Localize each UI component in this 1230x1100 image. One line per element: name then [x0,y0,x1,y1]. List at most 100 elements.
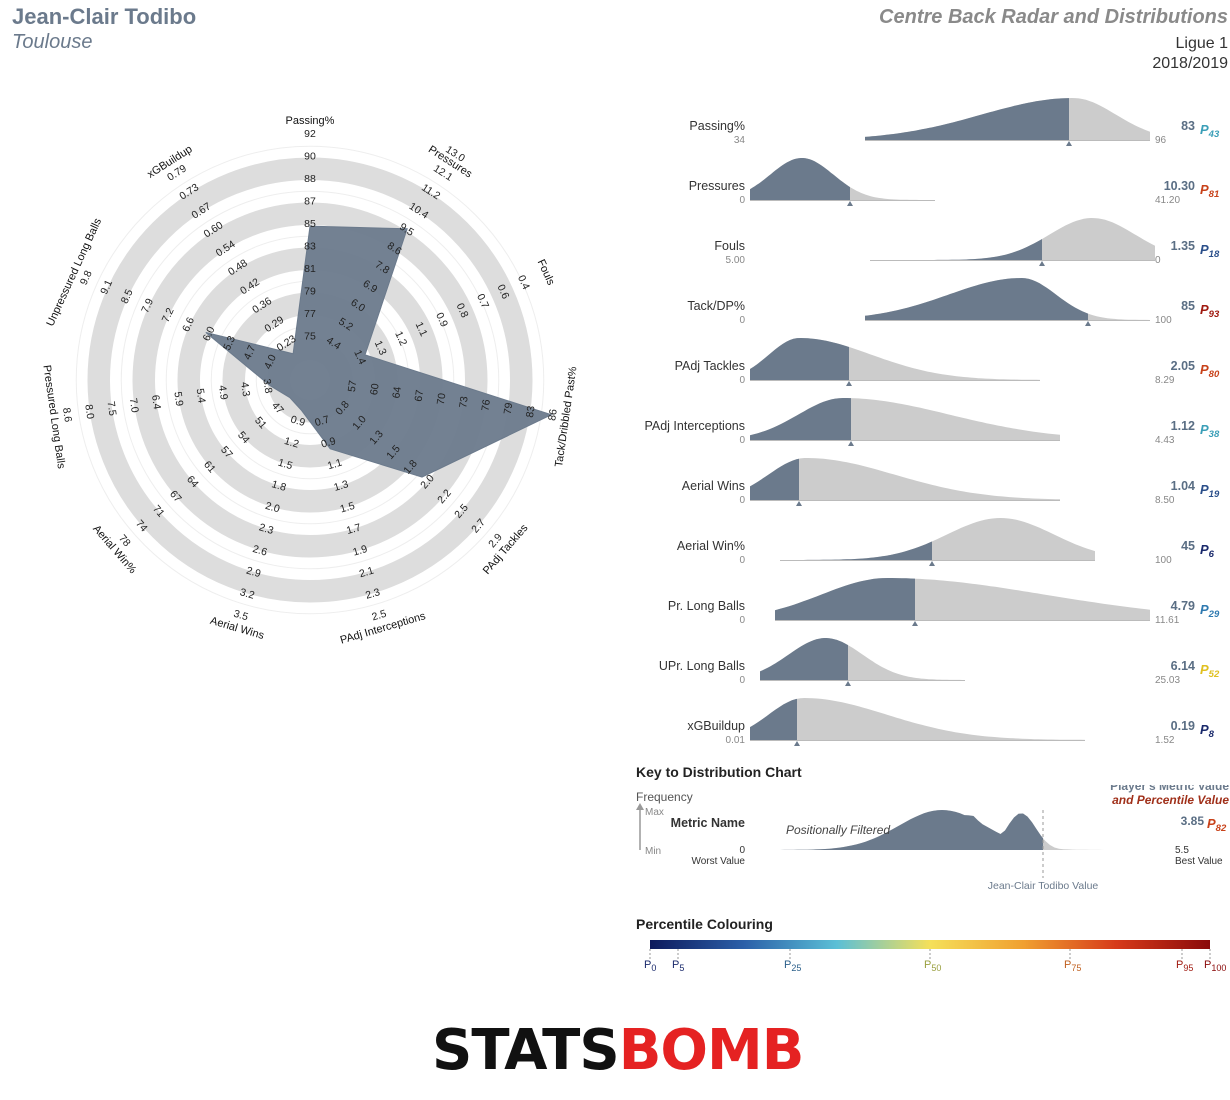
percentile-p: P [1200,362,1209,377]
player-metric-value: 4.79 [1171,599,1195,613]
radar-tick-label: 67 [413,389,427,402]
worst-value: 0 [739,435,745,446]
radar-tick-label: 4.0 [262,353,279,371]
key-player-value: Jean-Clair Todibo Value [988,880,1099,892]
radar-tick-label: 1.8 [270,478,288,494]
radar-tick-label: 7.9 [139,297,156,315]
percentile-value: 8 [1209,729,1215,740]
radar-tick-label: 77 [304,308,316,320]
distribution-filled [750,698,797,740]
radar-tick-label: 1.4 [351,348,368,366]
key-value-title: Player's Metric Value [1110,785,1229,793]
percentile-value: 38 [1209,429,1220,440]
distribution-filled [865,278,1088,320]
key-max: Max [645,807,664,818]
radar-tick-label: 2.0 [264,500,282,516]
radar-tick-label: 81 [304,263,316,275]
radar-tick-label: 60 [368,383,382,396]
radar-tick-label: 79 [304,286,316,298]
key-best-label: Best Value [1175,856,1223,867]
radar-tick-label: 0.7 [313,413,331,429]
radar-tick-label: 0.6 [495,283,512,301]
radar-tick-label: 5.3 [221,334,238,352]
best-value: 100 [1155,315,1172,326]
league-name: Ligue 1 [1175,35,1229,52]
radar-tick-label: 90 [304,151,316,163]
percentile-p: P [1200,662,1209,677]
radar-axis-label: PAdj Tackles [481,522,531,577]
radar-tick-label: 7.2 [160,306,177,324]
radar-tick-label: 1.3 [332,478,350,494]
value-marker [1039,261,1045,266]
percentile-value: 43 [1208,129,1220,140]
distribution-rest [750,458,1060,500]
metric-name: PAdj Interceptions [644,419,745,433]
worst-value: 34 [734,135,746,146]
radar-tick-label: 83 [524,405,538,418]
key-percentile-p: P [1207,816,1216,831]
metric-name: Aerial Wins [682,479,745,493]
worst-value: 0 [739,195,745,206]
radar-tick-label: 3.2 [238,586,256,602]
distribution-filled [780,541,932,560]
value-marker [1085,321,1091,326]
percentile-tick-p: P [784,959,791,971]
player-percentile: P38 [1200,422,1220,440]
radar-tick-label: 1.9 [351,543,369,559]
player-metric-value: 1.04 [1171,479,1195,493]
radar-tick-label: 57 [346,379,360,392]
percentile-tick-p: P [644,959,651,971]
radar-ring [120,190,500,570]
key-distribution-filled [780,810,1043,850]
radar-tick-label: 85 [304,218,316,230]
radar-tick-label: 0.9 [320,435,338,451]
key-percentile-value: 82 [1216,823,1227,834]
percentile-tick-value: 50 [931,963,941,973]
radar-tick-label: 1.7 [345,521,363,537]
radar-tick-label: 8.5 [119,287,136,305]
percentile-tick-label: P100 [1204,959,1226,973]
player-metric-value: 1.35 [1171,239,1195,253]
distribution-filled [750,458,799,500]
percentile-value: 6 [1209,549,1215,560]
key-worst-label: Worst Value [691,856,745,867]
radar-tick-label: 9.1 [98,278,115,296]
percentile-tick-value: 25 [791,963,801,973]
value-marker [848,441,854,446]
radar-tick-label: 79 [502,402,516,415]
metric-name: Pr. Long Balls [668,599,745,613]
percentile-p: P [1200,542,1209,557]
best-value: 11.61 [1155,615,1180,626]
key-metric-name: Metric Name [671,816,745,830]
percentile-tick-label: P75 [1064,959,1081,973]
radar-tick-label: 1.2 [283,435,301,451]
percentile-p: P [1200,722,1209,737]
metric-name: Aerial Win% [677,539,745,553]
radar-tick-label: 83 [304,241,316,253]
player-metric-value: 2.05 [1171,359,1195,373]
distribution-filled [870,239,1042,260]
player-name: Jean-Clair Todibo [12,4,197,29]
percentile-p: P [1200,602,1209,617]
radar-tick-label: 4.7 [242,343,259,361]
radar-tick-label: 1.1 [326,457,344,473]
percentile-p: P [1200,422,1209,437]
radar-tick-label: 92 [304,128,316,140]
radar-tick-label: 1.5 [276,457,294,473]
radar-ring [75,145,545,615]
best-value: 25.03 [1155,675,1180,686]
percentile-tick-value: 5 [679,963,684,973]
percentile-tick-value: 100 [1211,963,1226,973]
value-marker [847,201,853,206]
value-marker [846,381,852,386]
distribution-rest [780,518,1095,560]
player-metric-value: 0.19 [1171,719,1195,733]
report-title: Centre Back Radar and Distributions [879,6,1228,28]
player-metric-value: 1.12 [1171,419,1195,433]
percentile-p: P [1200,182,1209,197]
percentile-colouring-title: Percentile Colouring [636,916,773,932]
radar-tick-label: 3.8 [260,378,274,394]
player-metric-value: 10.30 [1164,179,1195,193]
player-percentile: P43 [1200,122,1220,140]
player-percentile: P8 [1200,722,1215,740]
